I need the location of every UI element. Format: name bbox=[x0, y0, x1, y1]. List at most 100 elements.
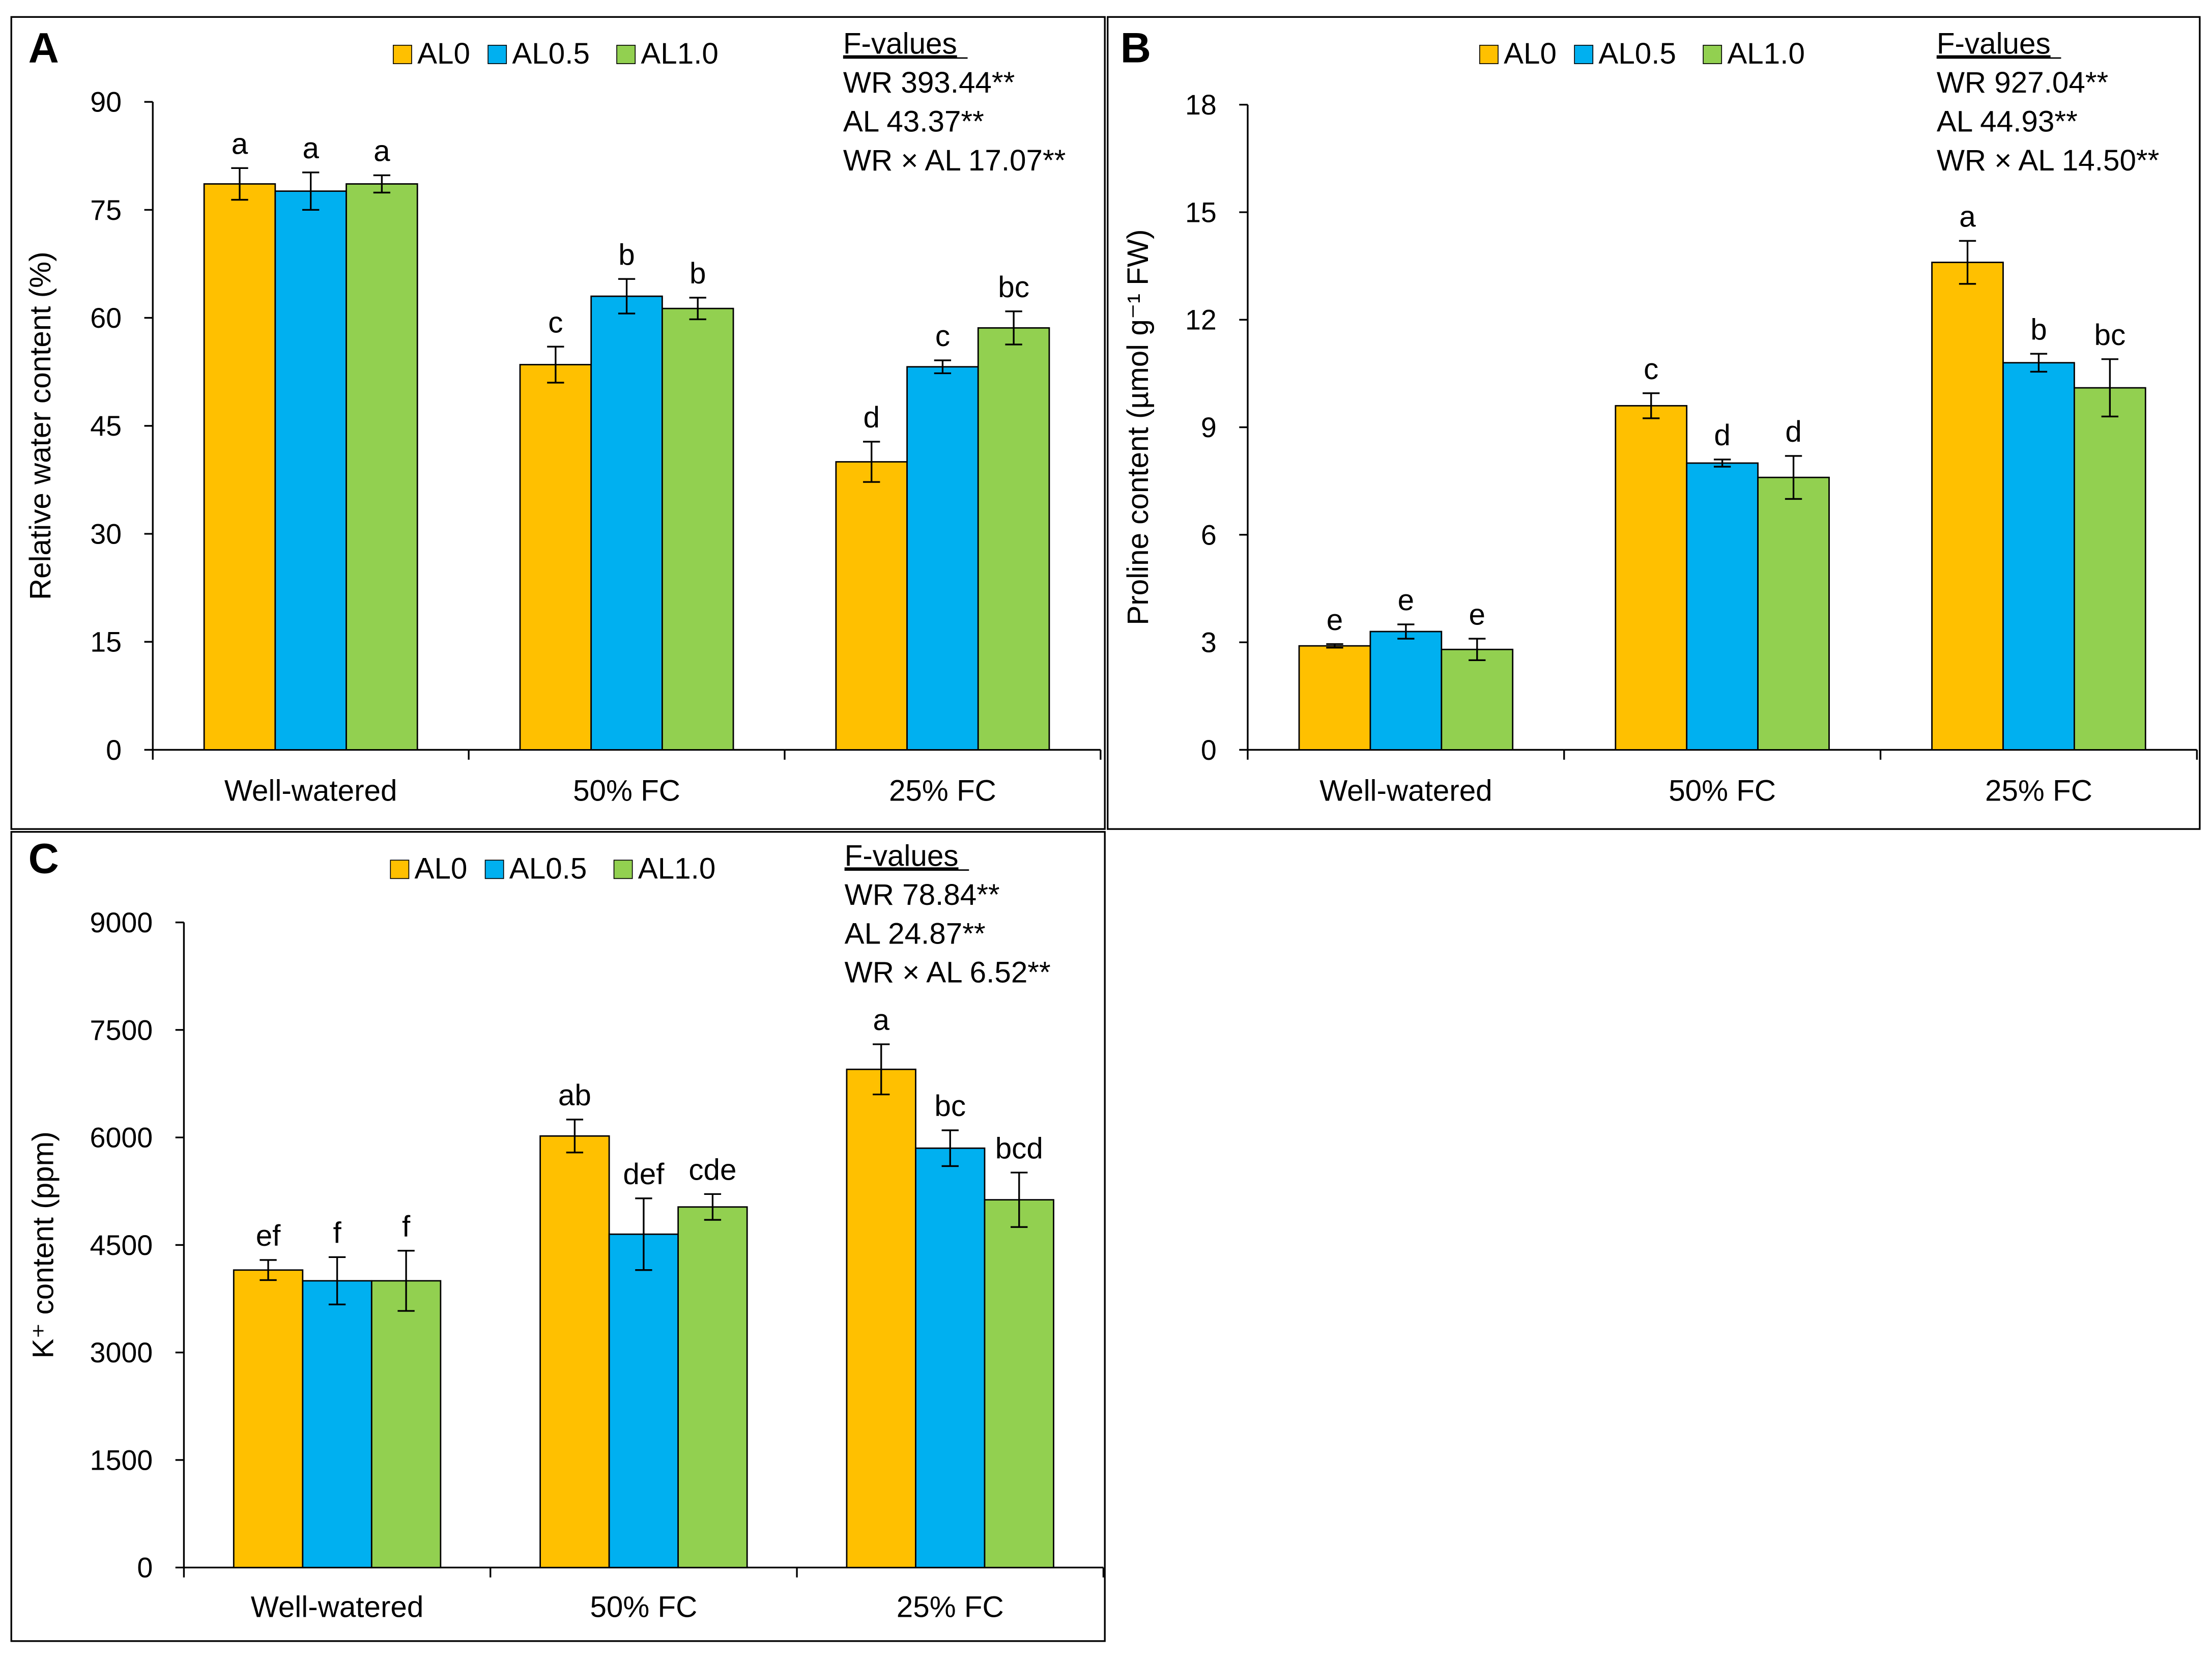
bar-AL0.5-Well-watered bbox=[302, 1280, 372, 1568]
bar-AL0.5-Well-watered bbox=[274, 190, 347, 751]
significance-letter: def bbox=[623, 1158, 665, 1191]
bar-AL0-25% FC bbox=[846, 1068, 916, 1568]
bar-AL0-Well-watered bbox=[203, 183, 276, 751]
significance-letter: bcd bbox=[995, 1132, 1043, 1165]
bar-AL0-Well-watered bbox=[1298, 645, 1371, 751]
bar-AL1.0-Well-watered bbox=[346, 183, 418, 751]
significance-letter: b bbox=[618, 238, 635, 271]
legend-swatch-AL0 bbox=[393, 45, 412, 64]
legend-label-AL0: AL0 bbox=[415, 852, 468, 885]
f-values-line: WR × AL 17.07** bbox=[843, 144, 1066, 177]
y-axis-title: Proline content (µmol g⁻¹ FW) bbox=[1122, 229, 1155, 625]
f-values-block: F-values WR 927.04** AL 44.93** WR × AL 14.… bbox=[1936, 27, 2160, 177]
f-values-line: AL 24.87** bbox=[845, 917, 986, 950]
bar-AL0.5-Well-watered bbox=[1369, 631, 1443, 751]
y-tick-label: 75 bbox=[90, 194, 122, 226]
y-tick-label: 12 bbox=[1185, 304, 1217, 336]
legend-swatch-AL1.0 bbox=[613, 860, 633, 879]
f-values-title: F-values bbox=[1937, 27, 2051, 61]
significance-letter: ef bbox=[256, 1219, 281, 1252]
bar-AL0-50% FC bbox=[1615, 405, 1688, 751]
legend-label-AL0.5: AL0.5 bbox=[1598, 37, 1676, 70]
y-tick-label: 0 bbox=[106, 734, 122, 766]
legend-label-AL0.5: AL0.5 bbox=[512, 37, 590, 70]
panel-C: C 0 1500 3000 4500 6000 7500 9000 K⁺ content (pp… bbox=[10, 831, 1106, 1642]
bar-AL0.5-25% FC bbox=[915, 1147, 986, 1568]
significance-letter: e bbox=[1398, 584, 1414, 617]
y-tick-label: 6000 bbox=[90, 1122, 153, 1154]
panel-frame bbox=[10, 831, 1106, 1642]
y-tick-label: 4500 bbox=[90, 1229, 153, 1261]
f-values-line: WR 78.84** bbox=[845, 878, 1000, 911]
legend-swatch-AL0.5 bbox=[484, 860, 504, 879]
legend: AL0 AL0.5 AL1.0 bbox=[1479, 37, 1805, 70]
y-tick-label: 9000 bbox=[90, 907, 153, 938]
y-tick-label: 18 bbox=[1185, 89, 1217, 121]
bar-AL0.5-25% FC bbox=[2002, 362, 2075, 751]
f-values-line: WR × AL 14.50** bbox=[1937, 144, 2160, 177]
legend-label-AL1.0: AL1.0 bbox=[1727, 37, 1805, 70]
bar-AL0.5-50% FC bbox=[590, 295, 663, 751]
bar-AL0-Well-watered bbox=[233, 1269, 304, 1568]
bar-AL0.5-25% FC bbox=[906, 366, 979, 751]
panel-frame bbox=[10, 16, 1106, 830]
legend-swatch-AL1.0 bbox=[1703, 45, 1722, 64]
significance-letter: f bbox=[333, 1217, 341, 1250]
bar-AL0-50% FC bbox=[539, 1135, 610, 1568]
panel-letter: C bbox=[28, 835, 59, 882]
legend-swatch-AL0 bbox=[1479, 45, 1499, 64]
panel-A: A 0 15 30 45 60 75 90 Relative water content (%)… bbox=[10, 16, 1106, 830]
bar-AL1.0-25% FC bbox=[2074, 387, 2146, 751]
y-tick-label: 60 bbox=[90, 302, 122, 334]
significance-letter: e bbox=[1327, 604, 1343, 637]
x-category-label: 50% FC bbox=[590, 1591, 697, 1624]
x-category-label: 50% FC bbox=[573, 774, 680, 807]
x-category-label: Well-watered bbox=[251, 1591, 424, 1624]
legend-swatch-AL0 bbox=[390, 860, 410, 879]
legend-label-AL0: AL0 bbox=[417, 37, 470, 70]
legend-swatch-AL1.0 bbox=[616, 45, 636, 64]
f-values-line: AL 44.93** bbox=[1937, 105, 2078, 138]
y-tick-label: 1500 bbox=[90, 1444, 153, 1476]
legend-label-AL1.0: AL1.0 bbox=[638, 852, 716, 885]
significance-letter: a bbox=[374, 135, 390, 168]
bar-AL0-25% FC bbox=[835, 461, 908, 751]
y-tick-label: 0 bbox=[137, 1552, 153, 1584]
x-category-label: Well-watered bbox=[1319, 774, 1492, 807]
significance-letter: bc bbox=[998, 271, 1029, 304]
legend-label-AL0.5: AL0.5 bbox=[509, 852, 587, 885]
significance-letter: d bbox=[863, 401, 879, 434]
y-tick-label: 0 bbox=[1201, 734, 1217, 766]
y-tick-label: 90 bbox=[90, 87, 122, 118]
y-tick-label: 15 bbox=[1185, 196, 1217, 228]
y-tick-label: 7500 bbox=[90, 1014, 153, 1046]
y-tick-label: 6 bbox=[1201, 519, 1217, 551]
significance-letter: f bbox=[402, 1210, 411, 1243]
bar-AL0-25% FC bbox=[1931, 262, 2004, 751]
panel-letter: A bbox=[28, 24, 59, 71]
panel-letter: B bbox=[1121, 24, 1151, 71]
significance-letter: e bbox=[1469, 598, 1485, 631]
significance-letter: a bbox=[1959, 201, 1976, 234]
significance-letter: a bbox=[873, 1004, 889, 1037]
legend-swatch-AL0.5 bbox=[1574, 45, 1594, 64]
significance-letter: c bbox=[935, 320, 950, 353]
f-values-block: F-values WR 78.84** AL 24.87** WR × AL 6.52… bbox=[844, 839, 1051, 989]
bar-AL1.0-50% FC bbox=[661, 307, 734, 751]
bar-AL1.0-50% FC bbox=[1757, 476, 1830, 751]
legend-label-AL0: AL0 bbox=[1504, 37, 1557, 70]
bar-AL1.0-50% FC bbox=[677, 1206, 748, 1568]
y-tick-label: 9 bbox=[1201, 412, 1217, 443]
y-tick-label: 45 bbox=[90, 410, 122, 442]
significance-letter: bc bbox=[934, 1090, 966, 1123]
y-tick-label: 15 bbox=[90, 626, 122, 658]
legend-label-AL1.0: AL1.0 bbox=[641, 37, 719, 70]
f-values-line: AL 43.37** bbox=[843, 105, 984, 138]
significance-letter: b bbox=[2030, 313, 2047, 346]
bar-AL0.5-50% FC bbox=[1686, 462, 1759, 751]
y-axis-title: K⁺ content (ppm) bbox=[26, 1131, 60, 1358]
bar-AL0.5-50% FC bbox=[608, 1233, 679, 1568]
f-values-line: WR 393.44** bbox=[843, 66, 1015, 99]
significance-letter: ab bbox=[558, 1079, 591, 1112]
